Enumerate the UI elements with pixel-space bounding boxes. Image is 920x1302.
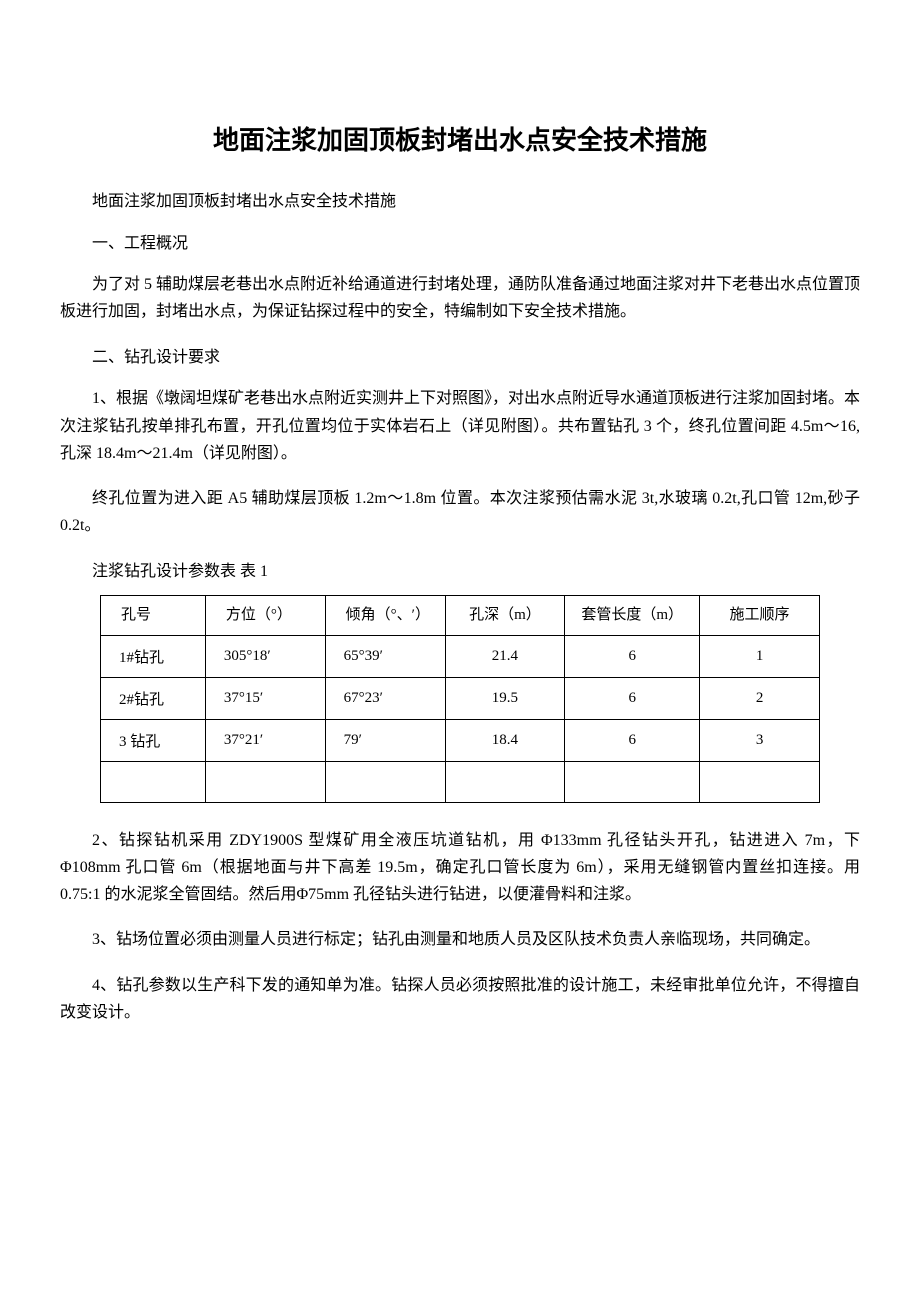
paragraph-4: 2、钻探钻机采用 ZDY1900S 型煤矿用全液压坑道钻机，用 Φ133mm 孔… xyxy=(60,827,860,909)
document-subtitle: 地面注浆加固顶板封堵出水点安全技术措施 xyxy=(60,187,860,211)
cell-azimuth: 37°15′ xyxy=(205,677,325,719)
drill-parameters-table: 孔号 方位（°） 倾角（°、′） 孔深（m） 套管长度（m） 施工顺序 1#钻孔… xyxy=(100,595,820,803)
cell-depth: 18.4 xyxy=(445,719,565,761)
section-2-heading: 二、钻孔设计要求 xyxy=(60,343,860,367)
document-title: 地面注浆加固顶板封堵出水点安全技术措施 xyxy=(60,120,860,157)
cell-casing: 6 xyxy=(565,635,700,677)
section-1-heading: 一、工程概况 xyxy=(60,229,860,253)
empty-cell xyxy=(205,761,325,802)
header-depth: 孔深（m） xyxy=(445,596,565,636)
paragraph-3: 终孔位置为进入距 A5 辅助煤层顶板 1.2m～1.8m 位置。本次注浆预估需水… xyxy=(60,485,860,539)
empty-cell xyxy=(325,761,445,802)
empty-cell xyxy=(565,761,700,802)
cell-order: 3 xyxy=(700,719,820,761)
cell-casing: 6 xyxy=(565,677,700,719)
cell-casing: 6 xyxy=(565,719,700,761)
table-row: 1#钻孔 305°18′ 65°39′ 21.4 6 1 xyxy=(101,635,820,677)
cell-depth: 19.5 xyxy=(445,677,565,719)
table-row: 3 钻孔 37°21′ 79′ 18.4 6 3 xyxy=(101,719,820,761)
paragraph-6: 4、钻孔参数以生产科下发的通知单为准。钻探人员必须按照批准的设计施工，未经审批单… xyxy=(60,972,860,1026)
cell-angle: 65°39′ xyxy=(325,635,445,677)
empty-cell xyxy=(700,761,820,802)
empty-cell xyxy=(101,761,206,802)
cell-azimuth: 305°18′ xyxy=(205,635,325,677)
table-header-row: 孔号 方位（°） 倾角（°、′） 孔深（m） 套管长度（m） 施工顺序 xyxy=(101,596,820,636)
header-order: 施工顺序 xyxy=(700,596,820,636)
empty-cell xyxy=(445,761,565,802)
table-empty-row xyxy=(101,761,820,802)
cell-hole-no: 2#钻孔 xyxy=(101,677,206,719)
paragraph-1: 为了对 5 辅助煤层老巷出水点附近补给通道进行封堵处理，通防队准备通过地面注浆对… xyxy=(60,271,860,325)
cell-hole-no: 1#钻孔 xyxy=(101,635,206,677)
header-hole-no: 孔号 xyxy=(101,596,206,636)
cell-depth: 21.4 xyxy=(445,635,565,677)
cell-angle: 79′ xyxy=(325,719,445,761)
cell-angle: 67°23′ xyxy=(325,677,445,719)
paragraph-5: 3、钻场位置必须由测量人员进行标定；钻孔由测量和地质人员及区队技术负责人亲临现场… xyxy=(60,926,860,953)
table-row: 2#钻孔 37°15′ 67°23′ 19.5 6 2 xyxy=(101,677,820,719)
cell-hole-no: 3 钻孔 xyxy=(101,719,206,761)
paragraph-2: 1、根据《墩阔坦煤矿老巷出水点附近实测井上下对照图》，对出水点附近导水通道顶板进… xyxy=(60,385,860,467)
cell-order: 1 xyxy=(700,635,820,677)
table-caption: 注浆钻孔设计参数表 表 1 xyxy=(60,557,860,581)
cell-azimuth: 37°21′ xyxy=(205,719,325,761)
header-azimuth: 方位（°） xyxy=(205,596,325,636)
header-angle: 倾角（°、′） xyxy=(325,596,445,636)
header-casing: 套管长度（m） xyxy=(565,596,700,636)
cell-order: 2 xyxy=(700,677,820,719)
